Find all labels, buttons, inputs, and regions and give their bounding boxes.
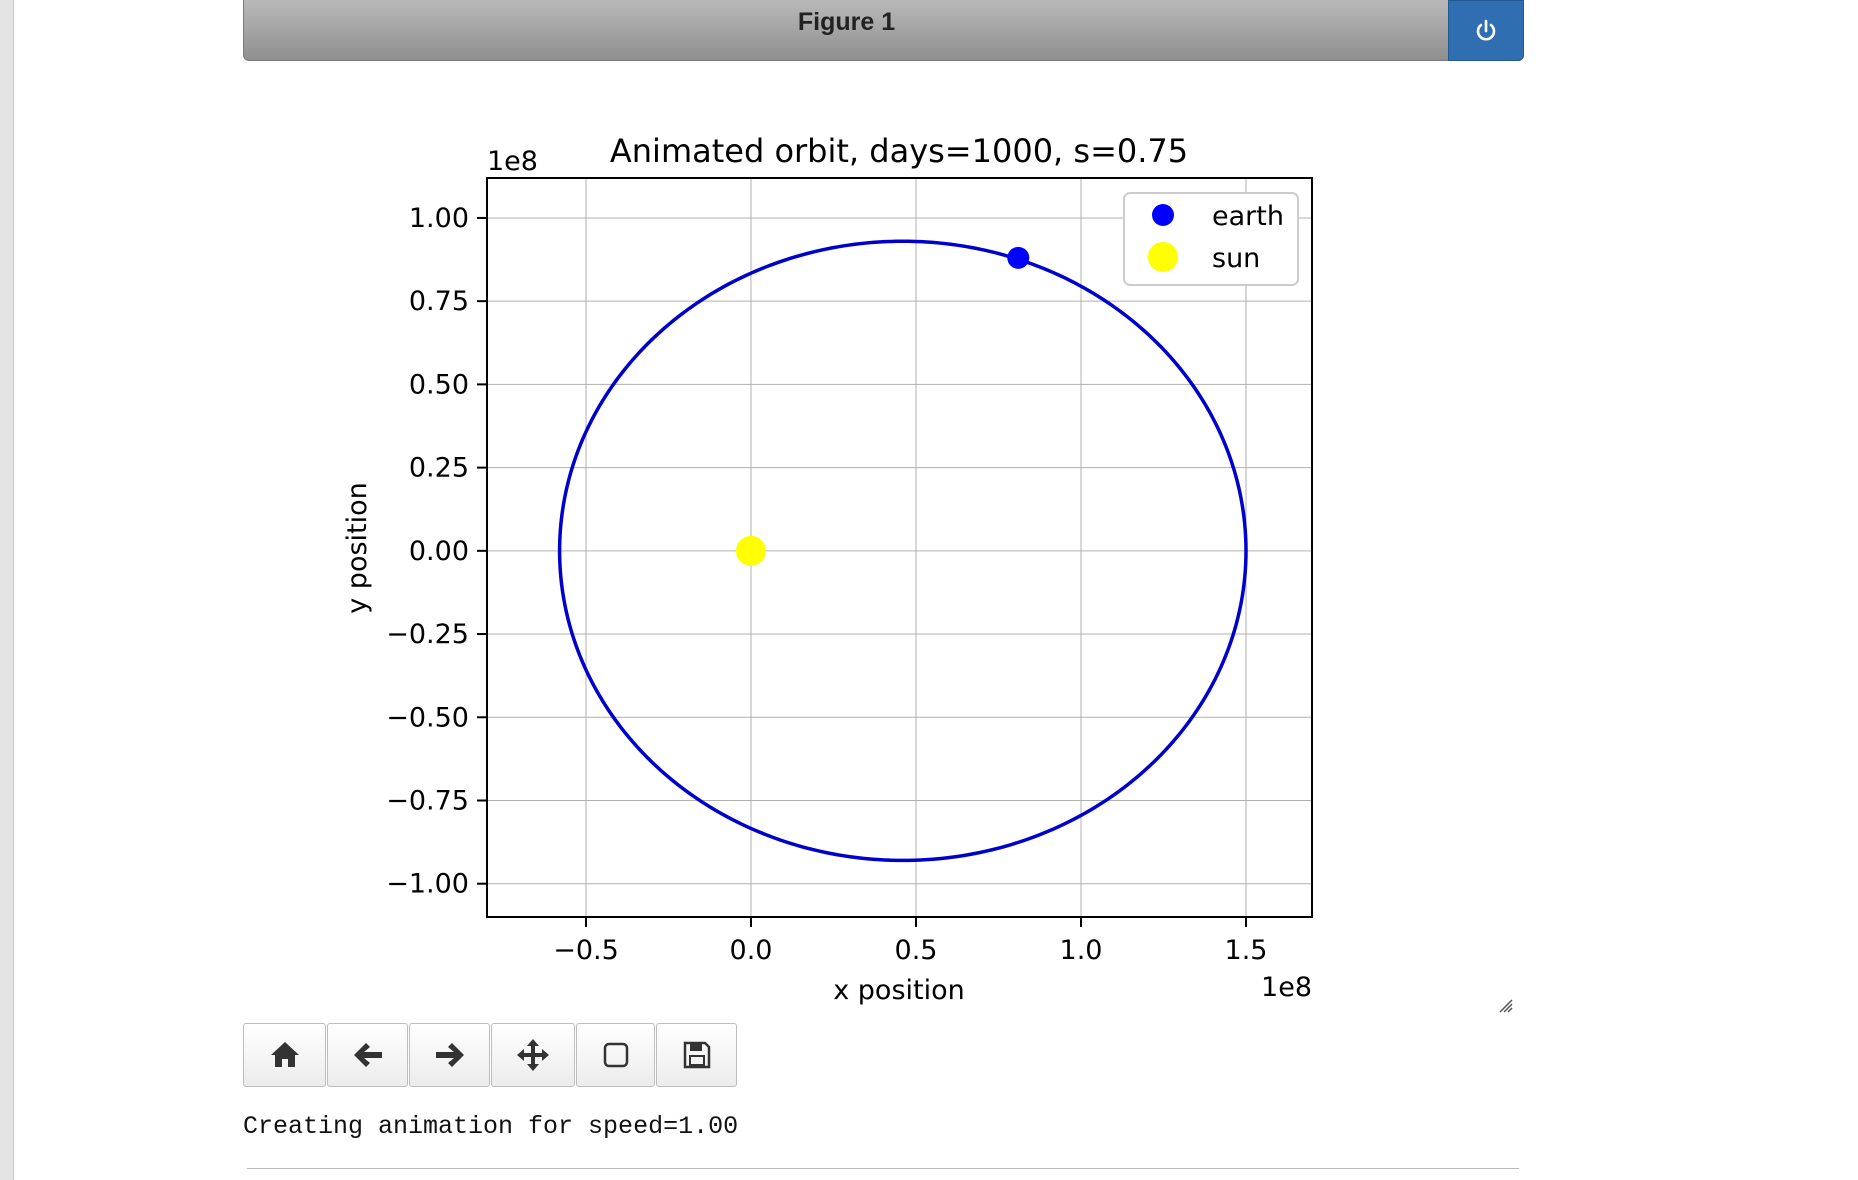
y-tick-label: −0.25 (386, 619, 469, 650)
legend-earth-marker (1152, 204, 1174, 226)
arrow-left-icon (353, 1043, 382, 1067)
status-message: Creating animation for speed=1.00 (243, 1112, 739, 1141)
arrow-right-icon (435, 1043, 464, 1067)
y-tick-label: −0.75 (386, 785, 469, 816)
y-axis-ticks: 1.00 0.75 0.50 0.25 0.00 −0.25 −0.50 −0.75 −1.00 (386, 203, 487, 900)
move-icon (517, 1039, 549, 1071)
floppy-disk-icon (683, 1041, 710, 1069)
legend-sun-marker (1148, 242, 1178, 272)
x-tick-label: 0.5 (895, 935, 938, 966)
x-tick-label: −0.5 (553, 935, 619, 966)
square-icon (603, 1042, 628, 1068)
back-button[interactable] (327, 1023, 408, 1087)
x-tick-label: 1.5 (1225, 935, 1268, 966)
y-tick-label: 0.25 (409, 453, 469, 484)
zoom-button[interactable] (576, 1023, 655, 1087)
earth-point (1007, 246, 1030, 269)
chart-title: Animated orbit, days=1000, s=0.75 (610, 132, 1188, 170)
y-tick-label: 0.50 (409, 369, 469, 400)
output-divider (247, 1168, 1519, 1169)
y-axis-label: y position (342, 482, 373, 614)
y-tick-label: −1.00 (386, 869, 469, 900)
x-tick-label: 1.0 (1060, 935, 1103, 966)
home-icon (270, 1042, 299, 1067)
y-offset-text: 1e8 (487, 146, 538, 177)
figure-title: Figure 1 (797, 8, 896, 36)
plot-frame (486, 177, 1313, 918)
window-left-edge (0, 0, 14, 1180)
forward-button[interactable] (409, 1023, 490, 1087)
x-axis-label: x position (833, 975, 965, 1006)
y-tick-label: 0.00 (409, 536, 469, 567)
orbit-line (557, 239, 1248, 863)
legend: earth sun (1123, 192, 1299, 286)
power-icon (1476, 19, 1496, 40)
grid-lines (487, 178, 1312, 917)
y-tick-label: 1.00 (409, 203, 469, 234)
x-offset-text: 1e8 (1261, 972, 1312, 1003)
close-figure-button[interactable] (1448, 0, 1524, 61)
pan-button[interactable] (491, 1023, 575, 1087)
legend-sun-label: sun (1212, 243, 1260, 274)
legend-earth-label: earth (1212, 201, 1284, 232)
x-axis-ticks: −0.5 0.0 0.5 1.0 1.5 (553, 917, 1267, 966)
sun-point (736, 535, 766, 566)
figure-toolbar (243, 1023, 738, 1089)
x-tick-label: 0.0 (730, 935, 773, 966)
save-button[interactable] (656, 1023, 737, 1087)
figure-header: Figure 1 (243, 0, 1524, 61)
resize-handle-icon[interactable] (1496, 996, 1514, 1014)
y-tick-label: −0.50 (386, 702, 469, 733)
home-button[interactable] (243, 1023, 326, 1087)
y-tick-label: 0.75 (409, 286, 469, 317)
